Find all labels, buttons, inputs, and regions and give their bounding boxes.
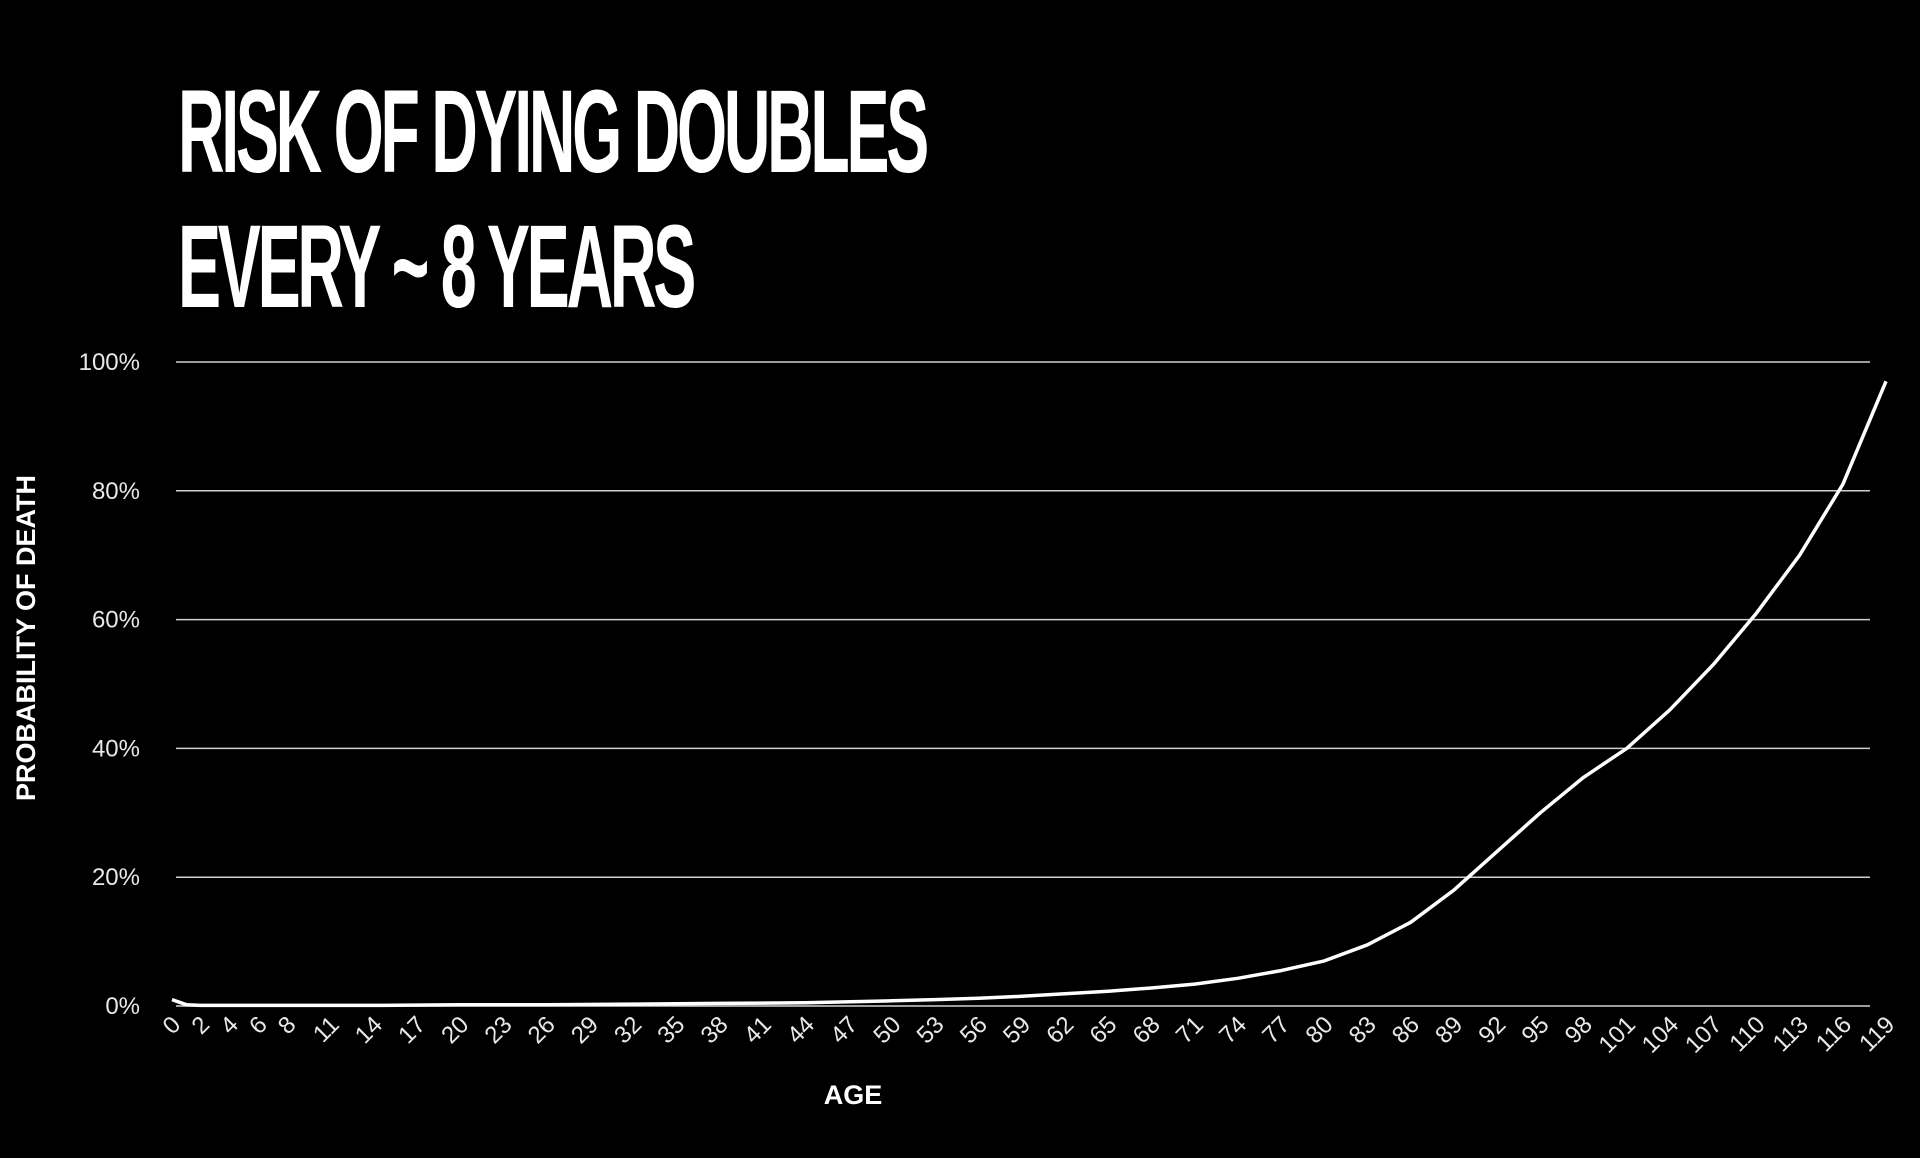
x-tick-label: 2 [187, 1011, 216, 1040]
x-tick-label: 8 [273, 1011, 302, 1040]
x-tick-label: 92 [1473, 1011, 1511, 1049]
x-tick-label: 113 [1768, 1011, 1814, 1057]
x-tick-label: 59 [998, 1011, 1036, 1049]
x-tick-label: 98 [1560, 1011, 1598, 1049]
y-tick-label: 100% [79, 349, 140, 376]
x-tick-label: 101 [1594, 1011, 1641, 1058]
x-tick-label: 71 [1171, 1011, 1209, 1049]
x-tick-label: 32 [609, 1011, 647, 1049]
y-tick-label: 40% [92, 735, 140, 762]
x-tick-label: 74 [1214, 1011, 1252, 1049]
x-tick-label: 65 [1084, 1011, 1122, 1049]
x-tick-label: 26 [523, 1011, 561, 1049]
x-tick-label: 83 [1344, 1011, 1382, 1049]
x-tick-label: 20 [436, 1011, 474, 1049]
x-tick-label: 6 [244, 1011, 273, 1040]
x-tick-label: 17 [393, 1011, 431, 1049]
x-tick-label: 47 [825, 1011, 863, 1049]
x-tick-label: 11 [308, 1011, 345, 1048]
x-tick-label: 35 [652, 1011, 690, 1049]
y-tick-label: 20% [92, 864, 140, 891]
x-tick-label: 4 [215, 1011, 244, 1040]
x-tick-label: 38 [696, 1011, 734, 1049]
x-tick-label: 23 [480, 1011, 518, 1049]
x-tick-label: 41 [739, 1011, 777, 1049]
chart-title: EVERY ~ 8 YEARS [178, 201, 694, 333]
x-tick-label: 56 [955, 1011, 993, 1049]
x-tick-label: 104 [1637, 1011, 1684, 1058]
x-tick-label: 50 [868, 1011, 906, 1049]
y-tick-label: 0% [105, 993, 140, 1020]
chart-title: RISK OF DYING DOUBLES [178, 66, 927, 198]
x-tick-label: 89 [1430, 1011, 1468, 1049]
x-tick-label: 14 [350, 1011, 388, 1049]
x-tick-label: 77 [1257, 1011, 1295, 1049]
x-tick-label: 29 [566, 1011, 604, 1049]
x-tick-label: 95 [1517, 1011, 1555, 1049]
x-tick-label: 53 [912, 1011, 950, 1049]
x-axis-label: AGE [824, 1080, 883, 1110]
y-tick-label: 60% [92, 607, 140, 634]
data-line [171, 380, 1888, 1008]
x-tick-label: 86 [1387, 1011, 1425, 1049]
x-tick-label: 0 [158, 1011, 187, 1040]
x-tick-label: 44 [782, 1011, 820, 1049]
x-tick-label: 107 [1680, 1011, 1727, 1058]
x-tick-label: 116 [1811, 1011, 1857, 1057]
x-tick-label: 119 [1854, 1011, 1900, 1057]
y-tick-label: 80% [92, 478, 140, 505]
x-tick-label: 110 [1724, 1011, 1770, 1057]
y-axis-label: PROBABILITY OF DEATH [11, 475, 41, 801]
x-tick-label: 68 [1128, 1011, 1166, 1049]
x-tick-label: 62 [1041, 1011, 1079, 1049]
x-tick-label: 80 [1301, 1011, 1339, 1049]
